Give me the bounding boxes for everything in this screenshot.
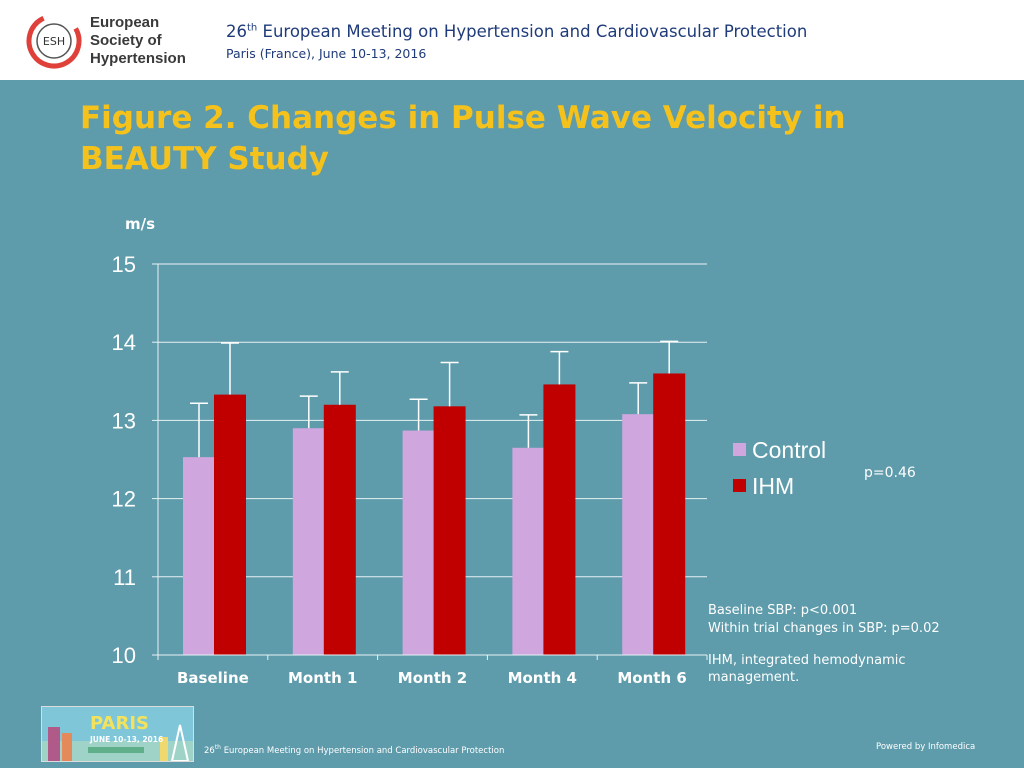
esh-logo-text: ESH [43, 35, 65, 48]
thumb-city: PARIS [90, 713, 149, 734]
within-trial-note: Within trial changes in SBP: p=0.02 [708, 621, 940, 636]
header-bar: ESH European Society of Hypertension 26t… [0, 0, 1024, 80]
baseline-sbp-note: Baseline SBP: p<0.001 [708, 603, 858, 618]
bar-control-month-1 [292, 428, 325, 655]
slide-title-line-2: BEAUTY Study [80, 141, 330, 177]
y-tick-label-15: 15 [112, 252, 136, 277]
meeting-ordinal: 26 [226, 22, 247, 41]
legend-label-ihm: IHM [752, 473, 794, 499]
x-tick-label-baseline: Baseline [177, 669, 249, 687]
org-name-line-3: Hypertension [90, 50, 186, 67]
footer-meeting: 26th European Meeting on Hypertension an… [204, 744, 504, 756]
x-tick-label-month-4: Month 4 [508, 669, 577, 687]
legend-swatch-control [733, 443, 746, 456]
esh-logo: ESH [26, 13, 82, 69]
legend-swatch-ihm [733, 479, 746, 492]
x-tick-label-month-1: Month 1 [288, 669, 357, 687]
org-name-line-1: European [90, 14, 160, 31]
meeting-place-date: Paris (France), June 10-13, 2016 [226, 46, 427, 61]
x-tick-label-month-2: Month 2 [398, 669, 467, 687]
bar-control-month-2 [402, 430, 435, 655]
p-value-annotation: p=0.46 [864, 465, 916, 481]
bar-control-month-6 [622, 414, 655, 655]
y-tick-label-11: 11 [113, 565, 136, 590]
bar-control-month-4 [512, 447, 545, 655]
bar-ihm-month-1 [323, 404, 356, 655]
meeting-name: European Meeting on Hypertension and Car… [262, 22, 808, 41]
thumb-date: JUNE 10-13, 2016 [89, 735, 163, 744]
y-tick-label-13: 13 [112, 408, 136, 433]
slide-title-line-1: Figure 2. Changes in Pulse Wave Velocity… [80, 100, 846, 136]
y-axis-label: m/s [125, 215, 155, 233]
ihm-definition-line-2: management. [708, 670, 800, 685]
legend-label-control: Control [752, 437, 826, 463]
bar-ihm-month-6 [653, 373, 686, 655]
slide-title: Figure 2. Changes in Pulse Wave Velocity… [80, 98, 980, 180]
y-tick-label-12: 12 [112, 487, 136, 512]
footer-meeting-ordinal-suffix: th [214, 744, 221, 751]
org-name-line-2: Society of [90, 32, 162, 49]
y-tick-label-10: 10 [112, 643, 136, 668]
x-tick-label-month-6: Month 6 [617, 669, 686, 687]
bar-ihm-month-2 [433, 406, 466, 655]
footer-meeting-ordinal: 26 [204, 745, 215, 756]
bar-control-baseline [183, 457, 215, 655]
footer-meeting-name: European Meeting on Hypertension and Car… [223, 745, 505, 756]
powered-by: Powered by Infomedica [876, 742, 976, 752]
meeting-title: 26th European Meeting on Hypertension an… [226, 22, 807, 41]
bar-ihm-month-4 [543, 384, 576, 655]
org-name: European Society of Hypertension [90, 14, 186, 68]
paris-2016-thumbnail: PARIS JUNE 10-13, 2016 [41, 706, 194, 762]
bar-ihm-baseline [214, 394, 246, 655]
ihm-definition-line-1: IHM, integrated hemodynamic [708, 653, 906, 668]
y-tick-label-14: 14 [112, 330, 136, 355]
meeting-ordinal-suffix: th [247, 22, 258, 34]
